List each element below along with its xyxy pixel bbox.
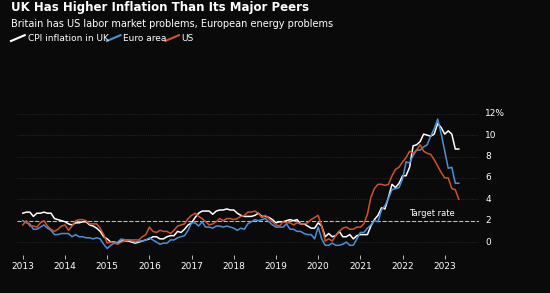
Text: 0: 0 (486, 238, 491, 247)
Text: 6: 6 (486, 173, 491, 183)
Text: 2: 2 (486, 216, 491, 225)
Text: CPI inflation in UK: CPI inflation in UK (28, 35, 108, 43)
Text: US: US (182, 35, 194, 43)
Text: 8: 8 (486, 152, 491, 161)
Text: UK Has Higher Inflation Than Its Major Peers: UK Has Higher Inflation Than Its Major P… (11, 1, 309, 14)
Text: 4: 4 (486, 195, 491, 204)
Text: Britain has US labor market problems, European energy problems: Britain has US labor market problems, Eu… (11, 19, 333, 29)
Text: Target rate: Target rate (409, 209, 455, 218)
Text: 12%: 12% (486, 109, 505, 118)
Text: 10: 10 (486, 131, 497, 140)
Text: Euro area: Euro area (123, 35, 167, 43)
